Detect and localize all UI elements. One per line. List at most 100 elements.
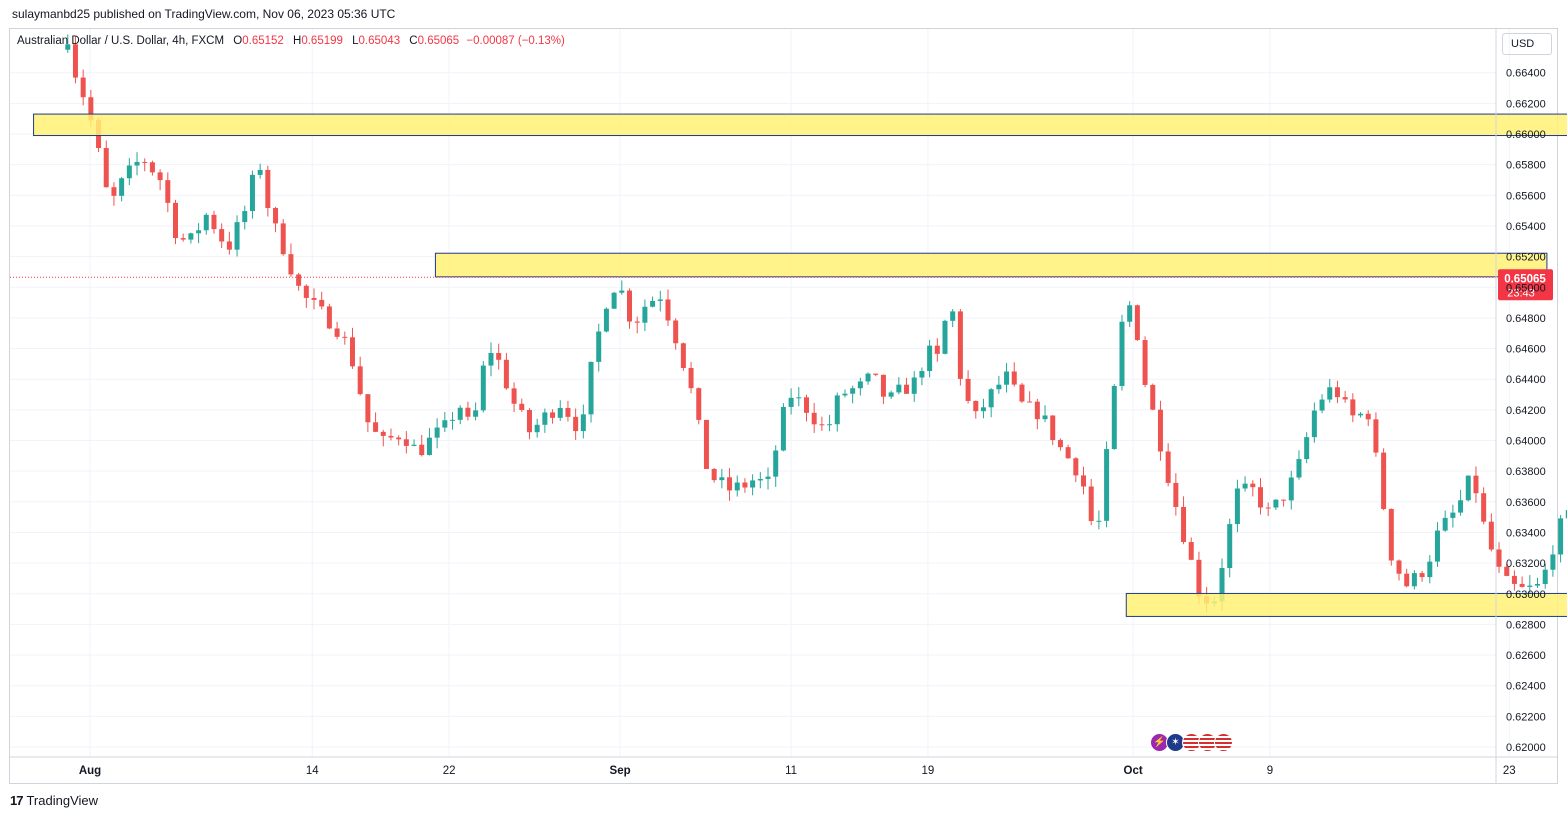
candle-up [134, 161, 140, 166]
candle-down [1050, 415, 1056, 441]
candle-down [403, 439, 409, 446]
bar-countdown: 23:43 [1507, 287, 1535, 299]
brand-name: TradingView [26, 793, 99, 808]
candle-up [450, 419, 456, 421]
price-tick-label: 0.66000 [1506, 129, 1546, 141]
price-tick-label: 0.63400 [1506, 527, 1546, 539]
candle-down [1365, 413, 1371, 420]
candle-up [203, 214, 209, 231]
candle-down [742, 482, 748, 488]
low-value: 0.65043 [358, 35, 401, 47]
low-label: L [352, 35, 359, 47]
zone-rectangle [434, 252, 1548, 278]
price-tick-label: 0.64200 [1506, 405, 1546, 417]
time-tick-label: 14 [306, 765, 319, 777]
candle-up [650, 300, 656, 307]
candle-down [1057, 440, 1063, 448]
candle-down [226, 241, 232, 250]
candle-down [357, 366, 363, 395]
candle-down [388, 435, 394, 438]
candle-down [80, 77, 86, 98]
tradingview-brand[interactable]: 17 TradingView [10, 793, 98, 808]
price-tick-label: 0.65400 [1506, 221, 1546, 233]
candle-down [1065, 447, 1071, 459]
candle-up [827, 424, 833, 426]
candle-down [727, 477, 733, 491]
candle-down [1257, 487, 1263, 508]
candle-up [1127, 305, 1133, 322]
candle-down [819, 424, 825, 426]
price-tick-label: 0.62200 [1506, 711, 1546, 723]
candle-down [342, 336, 348, 338]
candle-down [1142, 340, 1148, 385]
candle-up [919, 371, 925, 378]
price-tick-label: 0.62600 [1506, 650, 1546, 662]
candle-down [1334, 387, 1340, 398]
last-price-line: 0.65065 23:43 [10, 269, 1553, 301]
candle-down [696, 388, 702, 420]
candle-down [873, 373, 879, 375]
candle-down [303, 285, 309, 298]
candle-down [157, 172, 163, 181]
candle-down [288, 254, 294, 275]
tradingview-logo-icon: 17 [10, 793, 24, 808]
candle-down [296, 274, 302, 286]
candle-up [927, 345, 933, 372]
open-label: O [233, 35, 243, 47]
candle-down [419, 444, 425, 456]
time-axis: Aug1422Sep1119Oct923Nov1321Dec [10, 756, 1558, 777]
candle-up [234, 222, 240, 250]
candle-down [211, 214, 217, 230]
candle-up [996, 384, 1002, 390]
candle-up [1119, 321, 1125, 386]
candle-up [488, 353, 494, 366]
candle-up [1458, 500, 1464, 513]
candle-down [673, 320, 679, 344]
close-label: C [409, 35, 418, 47]
price-tick-label: 0.65200 [1506, 252, 1546, 264]
candle-up [1111, 385, 1117, 450]
candle-down [1196, 559, 1202, 597]
zone-rectangle [33, 113, 1567, 137]
candle-down [811, 412, 817, 425]
candle-down [380, 431, 386, 436]
candle-down [1473, 475, 1479, 494]
events-row[interactable]: ⚡ ✶ [1150, 733, 1233, 752]
candle-down [173, 202, 178, 239]
time-tick-label: 11 [785, 765, 797, 777]
candle-down [1504, 566, 1510, 576]
candle-down [88, 97, 94, 121]
candle-up [457, 407, 463, 420]
time-tick-label: 23 [1503, 765, 1516, 777]
us-flag-icon[interactable] [1214, 733, 1233, 752]
candle-up [1242, 483, 1248, 489]
candle-down [1188, 542, 1194, 560]
candle-down [396, 437, 402, 440]
candle-up [1527, 585, 1533, 587]
candle-down [665, 299, 671, 321]
time-tick-label: Sep [610, 765, 631, 777]
candle-down [934, 345, 940, 354]
candle-down [880, 374, 886, 397]
candle-up [1227, 524, 1233, 569]
candle-up [888, 392, 894, 397]
candle-down [904, 384, 910, 394]
candle-up [188, 233, 194, 240]
candle-down [311, 297, 317, 300]
candle-down [1488, 521, 1494, 550]
candle-down [319, 299, 325, 307]
candle-down [565, 407, 571, 417]
currency-button[interactable]: USD [1502, 33, 1552, 55]
candle-up [1296, 459, 1302, 478]
candle-up [534, 424, 540, 433]
candle-up [857, 381, 863, 389]
published-line: sulaymanbd25 published on TradingView.co… [12, 7, 396, 21]
candle-up [411, 444, 417, 446]
candle-down [511, 388, 517, 404]
candle-up [988, 389, 994, 408]
candle-up [1450, 512, 1456, 518]
candle-up [1427, 561, 1433, 578]
candle-up [480, 365, 486, 411]
symbol-description[interactable]: Australian Dollar / U.S. Dollar, 4h, FXC… [17, 35, 225, 47]
